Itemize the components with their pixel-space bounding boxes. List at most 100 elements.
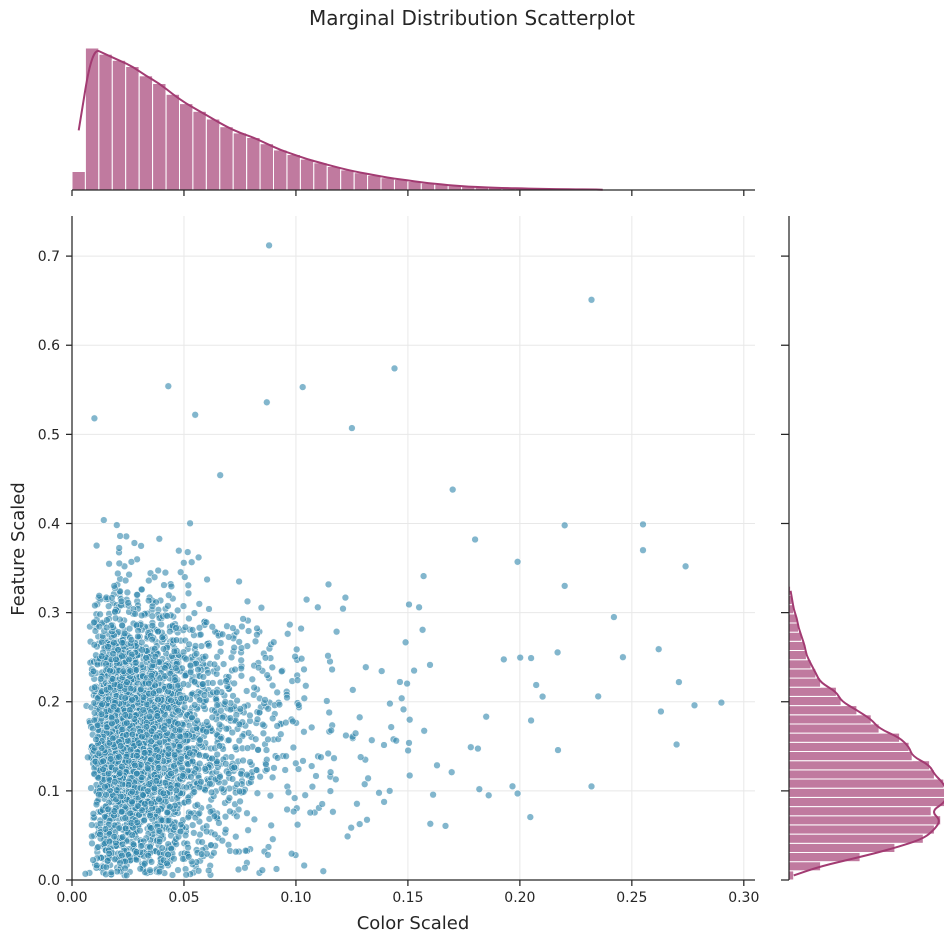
scatter-point (252, 766, 261, 774)
y-tick-label: 0.3 (38, 606, 60, 622)
scatter-point (177, 694, 185, 703)
scatter-point (238, 622, 246, 631)
scatter-point (104, 769, 113, 778)
scatter-point (116, 769, 124, 777)
scatter-point (170, 855, 178, 863)
scatter-point (401, 638, 410, 646)
scatter-point (449, 485, 457, 494)
scatter-point (218, 713, 227, 722)
scatter-point (121, 711, 129, 719)
scatter-point (398, 694, 406, 702)
scatter-point (167, 696, 175, 705)
scatter-point (167, 769, 175, 778)
scatter-point (103, 623, 111, 632)
scatter-point (516, 653, 524, 662)
scatter-point (246, 758, 254, 766)
scatter-point (154, 753, 163, 761)
scatter-point (190, 829, 198, 837)
scatter-point (124, 781, 133, 789)
scatter-point (239, 615, 247, 623)
scatter-point (97, 710, 106, 718)
scatter-point (163, 808, 171, 817)
scatter-point (351, 729, 360, 737)
x-hist-bar (152, 83, 167, 191)
scatter-point (297, 624, 305, 633)
scatter-point (267, 821, 275, 830)
scatter-point (126, 667, 134, 675)
x-hist-bar (380, 177, 395, 191)
scatter-point (158, 633, 166, 641)
scatter-point (127, 636, 136, 644)
scatter-point (207, 788, 216, 797)
scatter-point (213, 653, 221, 661)
scatter-point (404, 746, 412, 755)
scatter-point (195, 751, 204, 759)
scatter-point (174, 866, 182, 874)
scatter-point (300, 861, 308, 870)
scatter-point (471, 535, 479, 544)
scatter-point (122, 871, 131, 880)
scatter-point (204, 669, 212, 677)
scatter-point (243, 597, 252, 606)
y-tick-label: 0.7 (38, 249, 60, 265)
scatter-point (327, 726, 335, 735)
scatter-point (123, 719, 131, 727)
scatter-point (122, 532, 130, 541)
scatter-point (299, 383, 307, 391)
scatter-point (364, 774, 372, 782)
scatter-point (222, 725, 231, 733)
x-hist-bar (98, 53, 113, 191)
y-hist-bar (788, 787, 944, 798)
scatter-point (262, 760, 270, 768)
scatter-point (554, 746, 562, 754)
scatter-point (177, 755, 185, 763)
scatter-point (161, 664, 169, 672)
scatter-point (94, 721, 102, 729)
x-kde-line (77, 50, 603, 191)
scatter-point (218, 785, 226, 793)
scatter-point (165, 591, 173, 599)
scatter-point (263, 671, 271, 679)
scatter-point (136, 865, 144, 873)
scatter-point (188, 626, 197, 634)
scatter-point (410, 666, 418, 675)
scatter-point (149, 689, 158, 697)
scatter-point (95, 622, 103, 631)
scatter-point (109, 650, 117, 658)
scatter-point (265, 241, 273, 250)
scatter-point (261, 654, 270, 662)
scatter-point (217, 639, 225, 647)
y-hist-bar (788, 778, 944, 789)
scatter-point (475, 785, 483, 793)
scatter-point (253, 631, 261, 639)
x-hist-bar (111, 59, 127, 191)
scatter-point (164, 850, 172, 859)
scatter-point (508, 782, 517, 790)
scatter-point (123, 678, 131, 686)
scatter-point (418, 626, 427, 634)
scatter-point (90, 618, 98, 626)
scatter-point (356, 820, 364, 828)
scatter-point (146, 811, 154, 820)
scatter-point (482, 713, 490, 721)
scatter-point (150, 573, 159, 581)
scatter-point (232, 848, 240, 856)
scatter-point (221, 813, 230, 821)
scatter-point (147, 737, 155, 745)
scatter-point (154, 695, 162, 704)
scatter-point (202, 728, 211, 736)
scatter-point (188, 713, 196, 722)
scatter-point (188, 558, 196, 566)
scatter-point (113, 521, 121, 529)
scatter-point (312, 772, 320, 780)
y-hist-bar (788, 732, 901, 743)
scatter-point (206, 780, 214, 788)
scatter-point (94, 694, 102, 702)
scatter-point (266, 792, 275, 800)
scatter-point (146, 843, 154, 851)
scatter-point (141, 860, 149, 868)
scatter-point (197, 850, 206, 858)
scatter-point (182, 871, 190, 879)
scatter-point (165, 704, 173, 712)
scatter-point (282, 752, 290, 760)
